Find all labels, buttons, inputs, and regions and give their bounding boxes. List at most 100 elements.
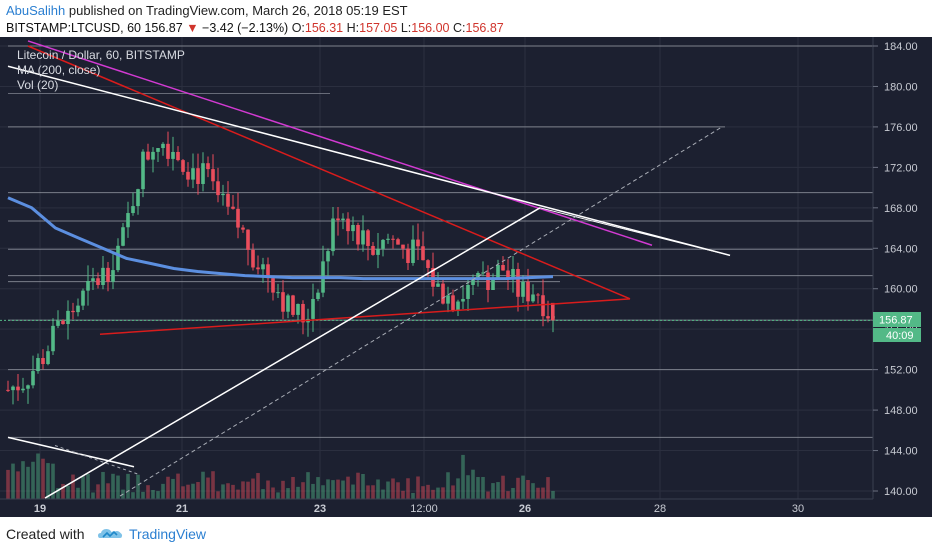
volume-bar xyxy=(76,487,80,499)
horizontal-levels xyxy=(0,45,873,438)
publish-text: published on TradingView.com, March 26, … xyxy=(68,3,408,18)
current-price-text: 156.87 xyxy=(879,315,913,327)
y-tick-label: 148.00 xyxy=(884,405,918,417)
candle-body xyxy=(421,246,425,261)
legend-vol[interactable]: Vol (20) xyxy=(17,78,58,92)
candle-body xyxy=(526,281,530,302)
volume-bar xyxy=(61,483,65,499)
y-tick-label: 180.00 xyxy=(884,81,918,93)
volume-bar xyxy=(501,475,505,499)
volume-bar xyxy=(281,480,285,499)
volume-bar xyxy=(171,478,175,499)
author-link[interactable]: AbuSalihh xyxy=(6,3,66,18)
volume-bar xyxy=(526,480,530,499)
volume-bar xyxy=(451,485,455,499)
volume-bar xyxy=(41,458,45,499)
candle-body xyxy=(281,292,285,312)
candle-body xyxy=(31,371,35,386)
candle-body xyxy=(481,272,485,274)
volume-bar xyxy=(51,463,55,499)
volume-bar xyxy=(116,475,120,499)
candle-body xyxy=(311,298,315,319)
volume-bar xyxy=(341,480,345,499)
candle-body xyxy=(46,351,50,365)
red-lower-trendline[interactable] xyxy=(99,298,631,335)
candle-body xyxy=(391,238,395,240)
down-arrow-icon: ▼ xyxy=(186,21,199,35)
volume-bar xyxy=(531,483,535,499)
candle-body xyxy=(226,193,230,207)
time-axis[interactable] xyxy=(0,499,873,517)
candle-body xyxy=(211,169,215,182)
volume-bar xyxy=(546,477,550,499)
volume-bar xyxy=(306,472,310,499)
candle-body xyxy=(536,294,540,296)
chart-panel[interactable]: 184.00 180.00 176.00 172.00 168.00 164.00 160.… xyxy=(0,37,932,517)
volume-bar xyxy=(6,469,10,499)
volume-bar xyxy=(506,491,510,499)
volume-bar xyxy=(81,476,85,499)
candle-body xyxy=(331,218,335,252)
candle-body xyxy=(496,265,500,279)
volume-bar xyxy=(391,478,395,499)
candle-body xyxy=(141,151,145,190)
volume-bar xyxy=(236,489,240,499)
symbol-label: BITSTAMP:LTCUSD, 60 xyxy=(6,21,141,35)
volume-bar xyxy=(481,476,485,499)
candle-body xyxy=(56,320,60,326)
candle-body xyxy=(256,267,260,270)
candle-body xyxy=(396,239,400,245)
volume-bar xyxy=(161,483,165,499)
candle-body xyxy=(126,213,130,228)
candle-body xyxy=(356,224,360,245)
volume-bar xyxy=(316,477,320,499)
volume-bar xyxy=(426,484,430,499)
candle-body xyxy=(271,278,275,293)
y-tick-label: 164.00 xyxy=(884,243,918,255)
legend-ma[interactable]: MA (200, close) xyxy=(17,63,100,77)
white-descending-trendline[interactable] xyxy=(7,65,731,257)
grid-lines xyxy=(0,37,873,499)
magenta-trendline[interactable] xyxy=(27,40,653,246)
volume-bar xyxy=(66,485,70,499)
volume-bar xyxy=(216,491,220,499)
white-ascending-trendline[interactable] xyxy=(44,207,541,499)
tradingview-link[interactable]: TradingView xyxy=(129,526,207,542)
candle-body xyxy=(401,244,405,249)
candle-body xyxy=(196,168,200,184)
candle-body xyxy=(511,268,515,278)
candle-body xyxy=(246,229,250,250)
dashed-channel-line[interactable] xyxy=(119,126,723,497)
volume-bar xyxy=(186,484,190,499)
candle-body xyxy=(531,294,535,302)
candle-body xyxy=(96,278,100,285)
countdown-text: 40:09 xyxy=(886,330,914,342)
red-upper-trendline[interactable] xyxy=(27,45,631,300)
candles xyxy=(6,131,555,405)
volume-bar xyxy=(386,481,390,499)
current-price-tag xyxy=(873,312,921,327)
white-connector-line[interactable] xyxy=(539,207,731,256)
close-label: C: xyxy=(453,21,466,35)
candle-body xyxy=(261,264,265,270)
x-tick-label: 28 xyxy=(654,503,666,515)
volume-bar xyxy=(256,473,260,499)
candle-body xyxy=(106,267,110,282)
candle-body xyxy=(551,302,555,321)
y-tick-label: 152.00 xyxy=(884,365,918,377)
candle-body xyxy=(471,278,475,285)
candle-body xyxy=(51,325,55,352)
white-short-trendline[interactable] xyxy=(7,436,135,468)
volume-bar xyxy=(461,454,465,499)
price-chart[interactable]: 184.00 180.00 176.00 172.00 168.00 164.00 160.… xyxy=(0,37,932,517)
y-tick-label: 168.00 xyxy=(884,203,918,215)
candle-body xyxy=(111,270,115,282)
low-value: 156.00 xyxy=(411,21,450,35)
candle-body xyxy=(296,303,300,315)
price-axis[interactable] xyxy=(873,37,932,517)
time-axis-ticks: 19 21 23 12:00 26 28 30 xyxy=(34,503,804,515)
dashed-short-line[interactable] xyxy=(54,445,141,476)
candle-body xyxy=(171,151,175,159)
y-tick-label: 140.00 xyxy=(884,486,918,498)
candle-body xyxy=(71,310,75,313)
